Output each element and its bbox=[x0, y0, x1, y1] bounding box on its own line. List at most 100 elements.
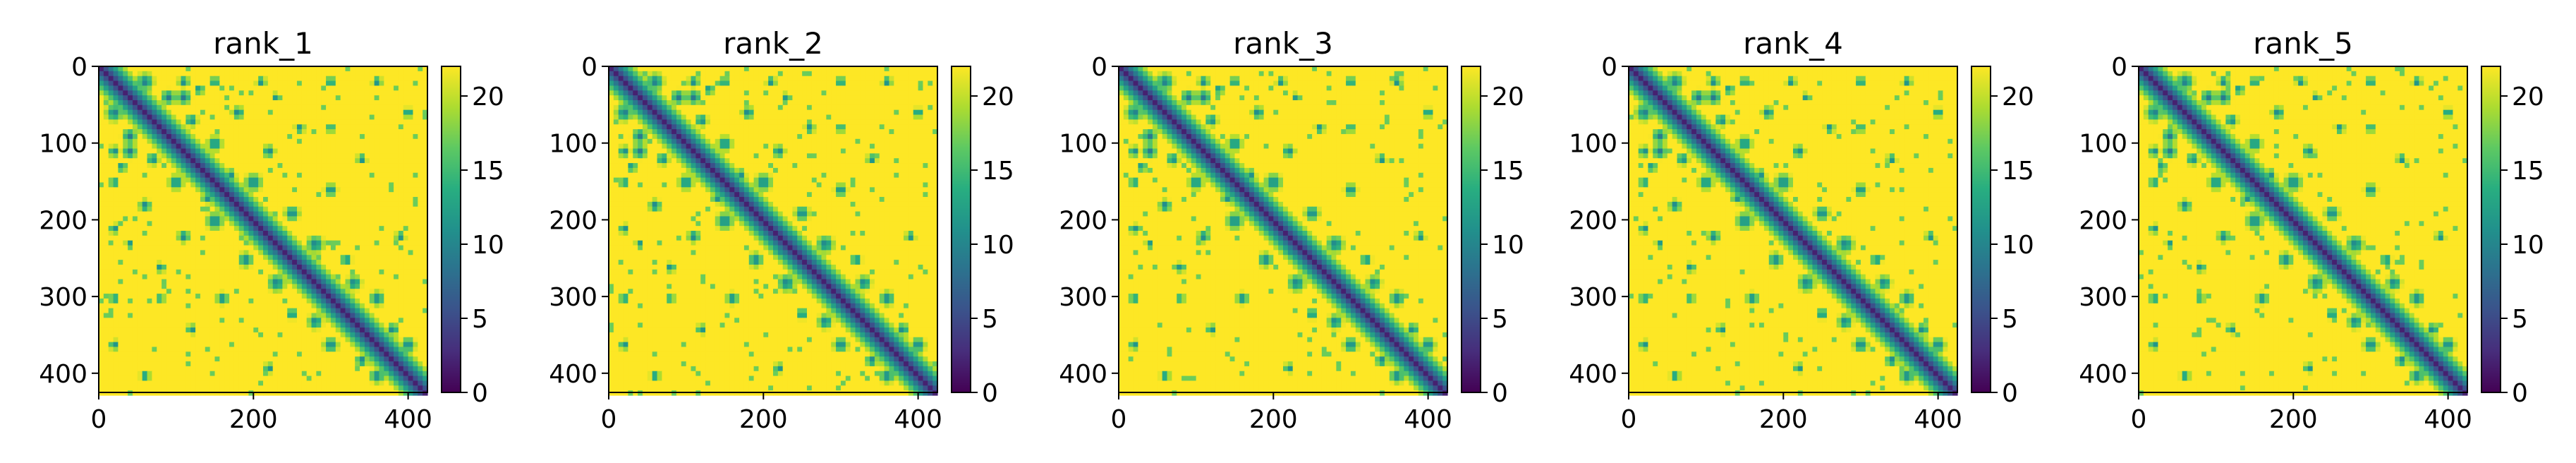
heatmap-cell bbox=[229, 231, 235, 236]
heatmap-cell bbox=[287, 264, 293, 270]
heatmap-cell bbox=[330, 279, 336, 284]
heatmap-cell bbox=[238, 187, 245, 193]
heatmap-cell bbox=[724, 76, 730, 82]
heatmap-cell bbox=[99, 133, 104, 140]
heatmap-cell bbox=[229, 182, 235, 188]
heatmap-cell bbox=[408, 245, 414, 251]
heatmap-cell bbox=[311, 375, 317, 382]
heatmap-cell bbox=[394, 385, 399, 391]
heatmap-cell bbox=[369, 240, 375, 246]
heatmap-cell bbox=[162, 371, 167, 377]
heatmap-cell bbox=[360, 380, 365, 386]
heatmap-cell bbox=[253, 197, 259, 203]
heatmap-cell bbox=[108, 153, 114, 159]
heatmap-cell bbox=[782, 71, 789, 77]
heatmap-cell bbox=[287, 361, 293, 367]
heatmap-cell bbox=[296, 294, 303, 299]
heatmap-cell bbox=[190, 323, 196, 328]
heatmap-cell bbox=[132, 347, 138, 352]
heatmap-cell bbox=[132, 192, 138, 198]
heatmap-cell bbox=[253, 361, 259, 367]
heatmap-cell bbox=[413, 90, 418, 96]
heatmap-cell bbox=[301, 240, 308, 246]
heatmap-cell bbox=[301, 245, 308, 251]
heatmap-cell bbox=[200, 90, 206, 96]
heatmap-cell bbox=[394, 211, 399, 217]
heatmap-cell bbox=[229, 71, 235, 77]
heatmap-cell bbox=[195, 375, 201, 382]
heatmap-cell bbox=[398, 347, 404, 352]
heatmap-cell bbox=[233, 71, 240, 77]
heatmap-cell bbox=[408, 260, 414, 265]
heatmap-cell bbox=[128, 240, 133, 246]
heatmap-cell bbox=[418, 85, 423, 91]
heatmap-cell bbox=[296, 206, 303, 212]
heatmap-cell bbox=[413, 133, 418, 140]
heatmap-cell bbox=[389, 337, 394, 343]
heatmap-cell bbox=[142, 226, 148, 232]
heatmap-cell bbox=[219, 124, 225, 130]
heatmap-cell bbox=[137, 71, 143, 77]
heatmap-cell bbox=[360, 158, 365, 164]
heatmap-cell bbox=[181, 356, 186, 362]
heatmap-cell bbox=[132, 206, 138, 212]
heatmap-cell bbox=[326, 294, 332, 299]
heatmap-cell bbox=[350, 318, 356, 323]
heatmap-cell bbox=[267, 347, 274, 352]
heatmap-cell bbox=[282, 114, 288, 120]
heatmap-cell bbox=[200, 138, 206, 145]
heatmap-cell bbox=[403, 71, 409, 77]
heatmap-cell bbox=[282, 332, 288, 338]
heatmap-cell bbox=[355, 289, 360, 294]
heatmap-cell bbox=[321, 260, 327, 265]
heatmap-cell bbox=[326, 143, 332, 150]
heatmap-cell bbox=[705, 76, 711, 82]
heatmap-cell bbox=[258, 347, 264, 352]
heatmap-cell bbox=[330, 385, 336, 391]
heatmap-cell bbox=[229, 163, 235, 169]
heatmap-cell bbox=[763, 76, 769, 82]
heatmap-cell bbox=[152, 221, 157, 227]
heatmap-cell bbox=[99, 187, 104, 193]
heatmap-cell bbox=[326, 177, 332, 184]
heatmap-cell bbox=[166, 66, 172, 72]
heatmap-cell bbox=[350, 332, 356, 338]
heatmap-cell bbox=[219, 371, 225, 377]
heatmap-cell bbox=[181, 66, 186, 72]
heatmap-cell bbox=[113, 235, 119, 241]
heatmap-cell bbox=[350, 133, 356, 140]
heatmap-cell bbox=[108, 163, 114, 169]
heatmap-cell bbox=[238, 206, 245, 212]
heatmap-cell bbox=[423, 279, 428, 284]
heatmap-cell bbox=[171, 235, 177, 241]
heatmap-cell bbox=[267, 119, 274, 125]
heatmap-cell bbox=[263, 124, 269, 130]
heatmap-cell bbox=[350, 221, 356, 227]
heatmap-cell bbox=[374, 245, 380, 251]
heatmap-cell bbox=[147, 129, 152, 135]
heatmap-cell bbox=[224, 240, 230, 246]
heatmap-cell bbox=[267, 76, 274, 82]
heatmap-cell bbox=[214, 284, 220, 289]
heatmap-cell bbox=[209, 76, 216, 82]
heatmap-cell bbox=[296, 163, 303, 169]
heatmap-cell bbox=[132, 366, 138, 372]
heatmap-cell bbox=[233, 138, 240, 145]
heatmap-cell bbox=[267, 240, 274, 246]
heatmap-cell bbox=[263, 298, 269, 304]
heatmap-cell bbox=[292, 133, 298, 140]
heatmap-cell bbox=[398, 289, 404, 294]
heatmap-cell bbox=[928, 80, 933, 87]
heatmap-cell bbox=[423, 124, 428, 130]
heatmap-cell bbox=[248, 269, 254, 275]
heatmap-cell bbox=[113, 366, 119, 372]
heatmap-cell bbox=[413, 80, 418, 87]
colorbar-tick-label: 20 bbox=[472, 83, 504, 112]
heatmap-cell bbox=[233, 206, 240, 212]
heatmap-cell bbox=[326, 211, 332, 217]
heatmap-cell bbox=[118, 95, 123, 101]
heatmap-cell bbox=[369, 235, 375, 241]
heatmap-cell bbox=[214, 167, 220, 174]
heatmap-cell bbox=[108, 211, 114, 217]
heatmap-cell bbox=[384, 235, 389, 241]
